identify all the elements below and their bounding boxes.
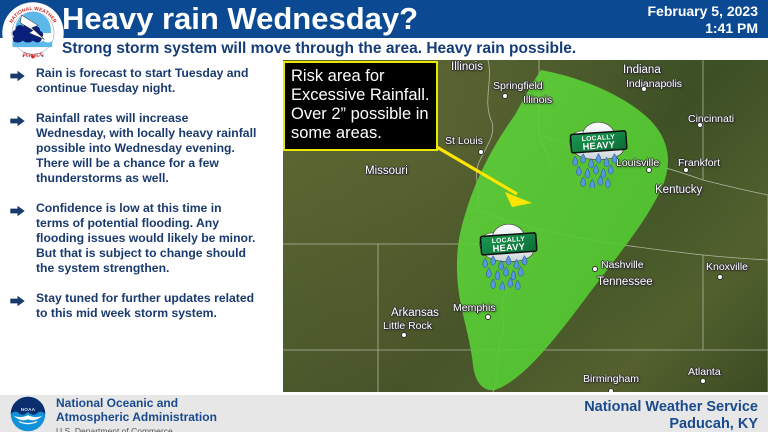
- svg-text:NOAA: NOAA: [21, 407, 36, 412]
